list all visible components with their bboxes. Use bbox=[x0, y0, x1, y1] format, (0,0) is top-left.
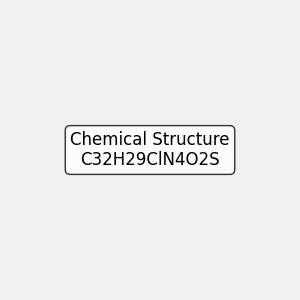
Text: Chemical Structure
C32H29ClN4O2S: Chemical Structure C32H29ClN4O2S bbox=[70, 130, 230, 170]
